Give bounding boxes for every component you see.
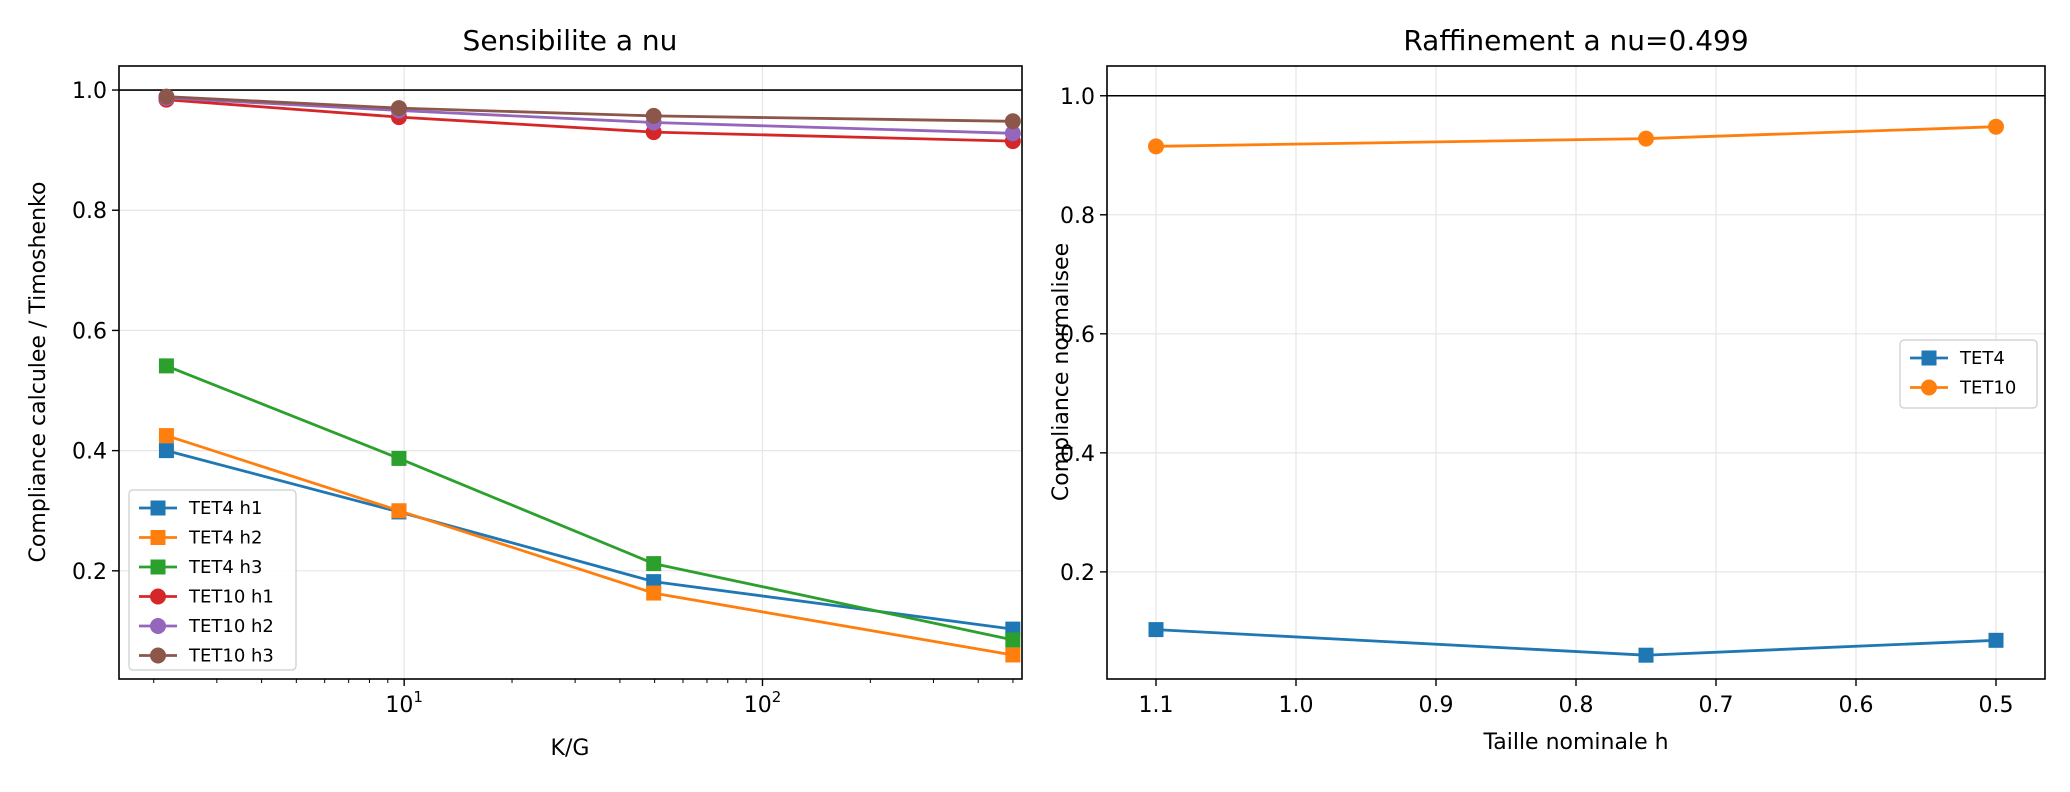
data-point	[158, 358, 174, 374]
data-point	[391, 450, 407, 466]
legend-label: TET4 h3	[188, 557, 262, 578]
x-axis-label: Taille nominale h	[1482, 730, 1668, 755]
y-tick-label: 0.8	[72, 199, 107, 224]
legend-entry: TET4 h1	[139, 498, 262, 519]
x-tick-label: 101	[385, 688, 423, 718]
data-point	[645, 107, 662, 124]
legend-entry: TET4 h3	[139, 557, 262, 578]
legend-marker	[1921, 379, 1937, 396]
series-line	[166, 96, 1013, 135]
legend-label: TET4 h1	[188, 498, 262, 519]
legend-marker	[150, 559, 166, 575]
x-tick-label: 0.9	[1419, 693, 1454, 718]
y-axis-label: Compliance calculee / Timoshenko	[26, 182, 51, 563]
x-axis-label: K/G	[551, 736, 590, 761]
y-tick-label: 0.2	[1060, 561, 1095, 586]
series-tet4	[1148, 622, 2004, 663]
data-point	[1148, 622, 1164, 638]
legend-label: TET10	[1959, 378, 2016, 399]
series-tet4-h3	[158, 358, 1021, 648]
legend-label: TET10 h1	[188, 587, 274, 608]
data-point	[390, 100, 407, 117]
y-tick-label: 0.6	[72, 319, 107, 344]
legend-marker	[150, 500, 166, 516]
data-point	[391, 503, 407, 519]
series-line	[165, 434, 1014, 657]
x-tick-label: 0.7	[1699, 693, 1734, 718]
legend-marker	[150, 530, 166, 545]
refinement-chart: 0.2 0.4 0.6 0.8 1.0 1.1 1.0 0.9 0.8 0.7 0.6 0.5 Raf…	[1049, 24, 2046, 755]
sensitivity-chart: 0.2 0.4 0.6 0.8 1.0 101 102 Sensibilite a nu K…	[26, 24, 1023, 761]
data-point	[1005, 632, 1021, 648]
y-tick-label: 0.2	[72, 560, 107, 585]
series-line	[166, 95, 1013, 123]
series-tet10	[1148, 118, 2004, 155]
legend-label: TET4	[1959, 348, 2005, 369]
data-point	[1004, 113, 1021, 130]
y-axis-label: Compliance normalisee	[1049, 243, 1074, 501]
data-point	[158, 88, 175, 105]
legend-entry: TET10 h3	[139, 646, 274, 667]
x-tick-label: 0.6	[1839, 693, 1874, 718]
y-tick-label: 0.4	[1060, 442, 1095, 467]
series-line	[166, 98, 1013, 143]
data-point	[646, 585, 662, 601]
legend-label: TET4 h2	[188, 528, 262, 549]
data-point	[1638, 130, 1654, 147]
y-tick-label: 0.8	[1060, 204, 1095, 229]
data-point	[1988, 118, 2004, 135]
x-tick-label: 102	[744, 688, 782, 718]
series-line	[165, 364, 1014, 642]
legend-marker	[150, 647, 166, 664]
data-point	[158, 428, 174, 444]
axes-frame	[118, 65, 1023, 680]
data-point	[1148, 138, 1164, 155]
legend-marker	[150, 588, 166, 605]
chart-title: Sensibilite a nu	[463, 24, 678, 57]
x-tick-label: 1.1	[1139, 693, 1174, 718]
legend: TET4 h1 TET4 h2 TET4 h3 TET10 h1 TET10 h2 TET…	[128, 489, 297, 671]
legend-entry: TET10 h1	[139, 587, 274, 608]
data-point	[1005, 647, 1021, 663]
y-tick-label: 1.0	[1060, 85, 1095, 110]
x-tick-label: 1.0	[1279, 693, 1314, 718]
legend-entry: TET4	[1910, 348, 2005, 369]
data-point	[158, 443, 174, 459]
data-point	[1988, 632, 2004, 648]
data-point	[646, 556, 662, 572]
legend: TET4 TET10	[1899, 339, 2038, 409]
y-tick-label: 0.4	[72, 440, 107, 465]
y-tick-label: 0.6	[1060, 323, 1095, 348]
legend-entry: TET10	[1910, 378, 2016, 399]
x-tick-label: 0.8	[1559, 693, 1594, 718]
legend-marker	[150, 618, 166, 634]
series-tet4-h2	[158, 428, 1021, 663]
data-point	[1638, 647, 1654, 663]
series-line	[166, 449, 1013, 631]
chart-title: Raffinement a nu=0.499	[1403, 24, 1748, 57]
legend-entry: TET10 h2	[139, 616, 274, 637]
legend-entry: TET4 h2	[139, 528, 262, 549]
series-tet10-h3	[158, 88, 1021, 130]
x-tick-label: 0.5	[1979, 693, 2014, 718]
legend-label: TET10 h3	[188, 646, 274, 667]
legend-marker	[1921, 350, 1937, 366]
y-tick-label: 1.0	[72, 79, 107, 104]
legend-label: TET10 h2	[188, 616, 274, 637]
